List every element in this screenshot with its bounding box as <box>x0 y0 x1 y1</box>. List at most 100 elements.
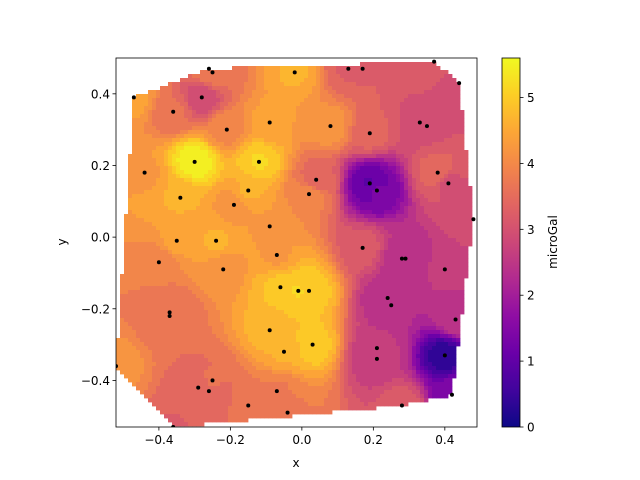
contour-cell <box>364 270 369 275</box>
contour-cell <box>160 86 165 91</box>
contour-cell <box>140 250 145 255</box>
contour-cell <box>192 286 197 291</box>
contour-cell <box>372 294 377 299</box>
contour-cell <box>252 134 257 139</box>
contour-cell <box>364 246 369 251</box>
contour-cell <box>192 186 197 191</box>
contour-cell <box>224 294 229 299</box>
contour-cell <box>168 134 173 139</box>
contour-cell <box>336 98 341 103</box>
contour-cell <box>196 222 201 227</box>
contour-cell <box>200 142 205 147</box>
contour-cell <box>220 282 225 287</box>
contour-cell <box>172 298 177 303</box>
contour-cell <box>256 206 261 211</box>
contour-cell <box>408 166 413 171</box>
contour-cell <box>400 82 405 87</box>
contour-cell <box>308 146 313 151</box>
contour-cell <box>292 134 297 139</box>
contour-cell <box>308 170 313 175</box>
contour-cell <box>468 234 473 239</box>
contour-cell <box>356 186 361 191</box>
contour-cell <box>224 194 229 199</box>
contour-cell <box>352 154 357 159</box>
contour-cell <box>188 286 193 291</box>
contour-cell <box>392 222 397 227</box>
contour-cell <box>408 66 413 71</box>
contour-cell <box>196 122 201 127</box>
contour-cell <box>228 270 233 275</box>
contour-cell <box>180 278 185 283</box>
contour-cell <box>312 74 317 79</box>
contour-cell <box>372 134 377 139</box>
contour-cell <box>440 78 445 83</box>
contour-cell <box>316 254 321 259</box>
contour-cell <box>424 250 429 255</box>
contour-cell <box>448 106 453 111</box>
contour-cell <box>396 82 401 87</box>
contour-cell <box>424 278 429 283</box>
contour-cell <box>180 298 185 303</box>
contour-cell <box>316 106 321 111</box>
contour-cell <box>304 290 309 295</box>
contour-cell <box>172 294 177 299</box>
contour-cell <box>228 158 233 163</box>
contour-cell <box>304 286 309 291</box>
contour-cell <box>148 174 153 179</box>
contour-cell <box>372 282 377 287</box>
contour-cell <box>292 254 297 259</box>
contour-cell <box>264 186 269 191</box>
contour-cell <box>220 78 225 83</box>
contour-cell <box>240 94 245 99</box>
contour-cell <box>308 66 313 71</box>
contour-cell <box>392 302 397 307</box>
contour-cell <box>424 158 429 163</box>
contour-cell <box>296 118 301 123</box>
contour-cell <box>452 218 457 223</box>
contour-cell <box>260 178 265 183</box>
contour-cell <box>332 66 337 71</box>
contour-cell <box>420 222 425 227</box>
contour-cell <box>168 154 173 159</box>
contour-cell <box>316 82 321 87</box>
contour-cell <box>336 238 341 243</box>
contour-cell <box>372 78 377 83</box>
contour-cell <box>340 178 345 183</box>
contour-cell <box>144 186 149 191</box>
contour-cell <box>240 202 245 207</box>
contour-cell <box>444 230 449 235</box>
contour-cell <box>232 278 237 283</box>
contour-cell <box>168 250 173 255</box>
contour-cell <box>164 122 169 127</box>
contour-cell <box>276 126 281 131</box>
contour-cell <box>172 290 177 295</box>
contour-cell <box>332 162 337 167</box>
contour-cell <box>232 150 237 155</box>
contour-cell <box>208 102 213 107</box>
contour-cell <box>320 242 325 247</box>
contour-cell <box>264 282 269 287</box>
contour-cell <box>176 202 181 207</box>
contour-cell <box>412 298 417 303</box>
contour-cell <box>436 262 441 267</box>
contour-cell <box>268 106 273 111</box>
contour-cell <box>376 166 381 171</box>
contour-cell <box>228 162 233 167</box>
contour-cell <box>272 158 277 163</box>
contour-cell <box>432 106 437 111</box>
contour-cell <box>140 230 145 235</box>
contour-cell <box>192 198 197 203</box>
contour-cell <box>300 214 305 219</box>
contour-cell <box>312 158 317 163</box>
contour-cell <box>308 282 313 287</box>
contour-cell <box>424 226 429 231</box>
contour-cell <box>200 290 205 295</box>
contour-cell <box>404 182 409 187</box>
contour-cell <box>292 106 297 111</box>
contour-cell <box>140 198 145 203</box>
contour-cell <box>216 262 221 267</box>
contour-cell <box>152 270 157 275</box>
contour-cell <box>216 98 221 103</box>
contour-cell <box>344 150 349 155</box>
contour-cell <box>264 66 269 71</box>
